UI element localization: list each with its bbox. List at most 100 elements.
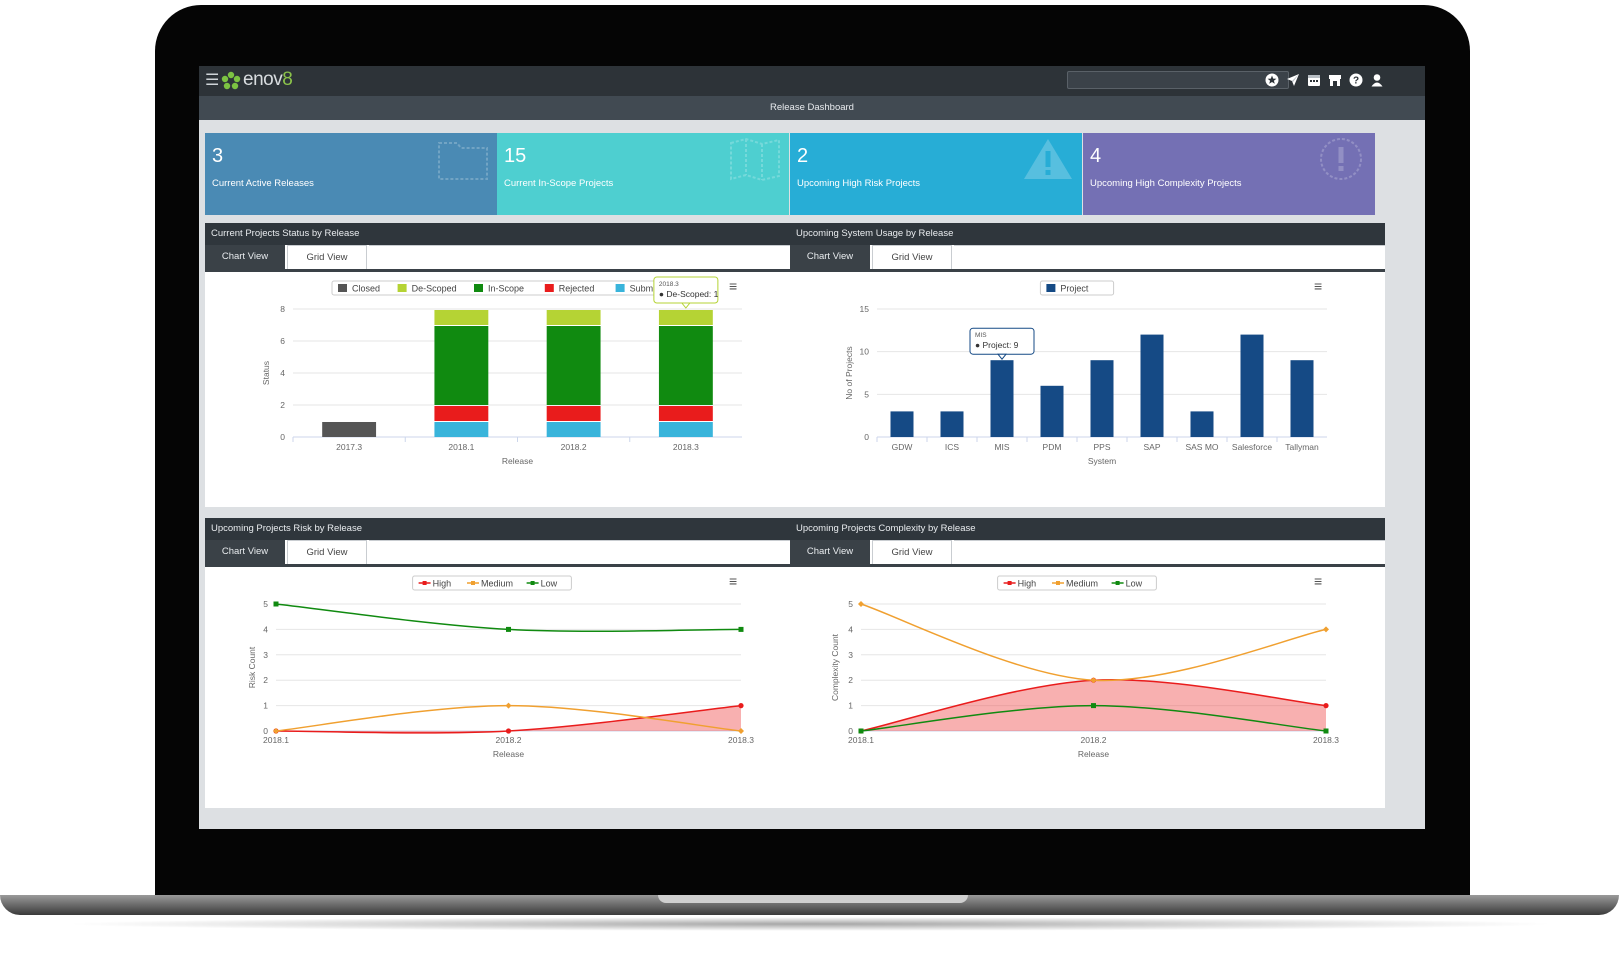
hamburger-menu-icon[interactable]: ☰ [205, 72, 220, 89]
chart-menu-icon[interactable]: ≡ [1314, 278, 1322, 294]
bar-de-scoped-2018.2 [546, 310, 601, 325]
legend-label-closed: Closed [352, 284, 380, 294]
tab-divider [954, 245, 1385, 270]
logo-flower-icon [221, 71, 241, 90]
tab-chart-view[interactable]: Chart View [205, 540, 285, 564]
chart-menu-icon[interactable]: ≡ [729, 573, 737, 589]
panel-project-complexity: Upcoming Projects Complexity by Release … [790, 518, 1385, 808]
x-axis-title: System [1088, 456, 1116, 466]
y-tick-label: 2 [263, 675, 268, 685]
legend-symbol-project [1046, 284, 1056, 292]
x-tick-label: 2018.3 [1313, 735, 1339, 745]
y-tick-label: 0 [280, 432, 285, 442]
bar-submitted-2018.1 [434, 422, 489, 437]
legend-box [1039, 280, 1115, 296]
legend-label-medium: Medium [481, 579, 513, 589]
laptop-base [0, 895, 1619, 915]
user-icon[interactable] [1370, 73, 1384, 87]
x-tick-label: 2018.2 [561, 442, 587, 452]
x-tick-label: 2018.3 [673, 442, 699, 452]
card-value: 3 [212, 145, 224, 167]
bar-de-scoped-2018.1 [434, 310, 489, 325]
point-low-2018.1 [858, 728, 864, 734]
bar-salesforce [1240, 334, 1264, 437]
point-high-2018.3 [1323, 703, 1329, 709]
card-label: Upcoming High Complexity Projects [1090, 178, 1242, 189]
legend-label-low: Low [541, 579, 558, 589]
card-high-risk[interactable]: 2 Upcoming High Risk Projects [790, 133, 1082, 215]
legend-symbol-in-scope [474, 284, 483, 292]
x-tick-label: 2018.3 [728, 735, 754, 745]
point-medium-2018.1 [273, 728, 279, 734]
legend-marker-high [422, 581, 427, 585]
legend-symbol-rejected [544, 284, 554, 292]
legend-label-rejected: Rejected [559, 284, 595, 294]
tooltip: 2018.3● De-Scoped: 1 [653, 276, 719, 309]
laptop-shadow [60, 917, 1560, 931]
tab-chart-view[interactable]: Chart View [790, 540, 870, 564]
y-axis-title: No of Projects [844, 346, 854, 399]
chart-menu-icon[interactable]: ≡ [1314, 573, 1322, 589]
tab-chart-view[interactable]: Chart View [790, 245, 870, 269]
warning-icon [1024, 139, 1072, 179]
tooltip: MIS● Project: 9 [969, 327, 1035, 361]
card-value: 2 [797, 145, 809, 167]
card-inscope-projects[interactable]: 15 Current In-Scope Projects [497, 133, 789, 215]
panel-title: Current Projects Status by Release [205, 223, 800, 245]
legend-symbol-de-scoped [397, 284, 407, 292]
star-icon[interactable] [1265, 73, 1279, 87]
tooltip-value: ● De-Scoped: 1 [659, 289, 719, 299]
y-axis-title: Complexity Count [830, 633, 840, 701]
calendar-icon[interactable] [1307, 73, 1321, 87]
panel-project-risk: Upcoming Projects Risk by Release Chart … [205, 518, 800, 808]
tab-divider [954, 540, 1385, 565]
legend-marker-medium [1056, 581, 1060, 585]
bar-rejected-2018.2 [546, 406, 601, 421]
area-high [276, 705, 741, 733]
card-active-releases[interactable]: 3 Current Active Releases [205, 133, 497, 215]
x-tick-label: MIS [994, 442, 1009, 452]
point-low-2018.1 [273, 601, 279, 607]
store-icon[interactable] [1328, 73, 1342, 87]
y-tick-label: 1 [263, 701, 268, 711]
rocket-icon[interactable] [1286, 73, 1300, 87]
y-axis-title: Status [261, 361, 271, 385]
tab-grid-view[interactable]: Grid View [872, 245, 952, 269]
x-tick-label: 2018.1 [448, 442, 474, 452]
legend-label-high: High [1018, 579, 1037, 589]
tab-grid-view[interactable]: Grid View [872, 540, 952, 564]
tab-grid-view[interactable]: Grid View [287, 245, 367, 269]
x-tick-label: 2017.3 [336, 442, 362, 452]
tooltip-pointer [680, 302, 691, 309]
laptop-notch [658, 895, 968, 903]
tab-grid-view[interactable]: Grid View [287, 540, 367, 564]
view-tabs: Chart View Grid View [205, 245, 800, 272]
exclamation-icon [1320, 138, 1362, 180]
bar-de-scoped-2018.3 [658, 310, 713, 325]
legend-marker-high [1007, 581, 1012, 585]
y-tick-label: 6 [280, 336, 285, 346]
bar-mis [990, 360, 1014, 437]
tab-divider [369, 245, 800, 270]
tab-chart-view[interactable]: Chart View [205, 245, 285, 269]
card-value: 15 [504, 145, 527, 167]
legend-marker-low [530, 581, 535, 585]
point-low-2018.3 [1323, 728, 1329, 734]
card-value: 4 [1090, 145, 1102, 167]
help-icon[interactable]: ? [1349, 73, 1363, 87]
complexity-chart: High Medium Low ≡ 0 1 2 3 4 5 2018.1 2018.2 2018.3 Re… [830, 573, 1339, 759]
chart-menu-icon[interactable]: ≡ [729, 278, 737, 294]
card-label: Current In-Scope Projects [504, 178, 614, 189]
panel-title: Upcoming Projects Risk by Release [205, 518, 800, 540]
search-input[interactable] [1067, 71, 1289, 89]
bar-pps [1090, 360, 1114, 437]
tab-divider [369, 540, 800, 565]
map-icon [730, 137, 780, 181]
status-chart: Closed De-Scoped In-Scope Rejected Submitted… [261, 276, 742, 466]
tooltip-header: 2018.3 [659, 281, 679, 288]
y-tick-label: 4 [263, 624, 268, 634]
card-high-complexity[interactable]: 4 Upcoming High Complexity Projects [1083, 133, 1375, 215]
bar-rejected-2018.1 [434, 406, 489, 421]
bar-in-scope-2018.2 [546, 326, 601, 405]
point-medium-2018.2 [1090, 677, 1097, 684]
